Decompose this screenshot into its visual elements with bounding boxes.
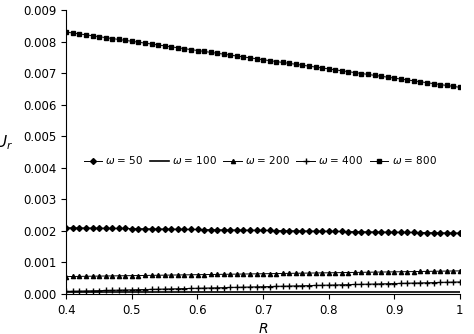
$\omega$ = 200 <box>142 274 148 278</box>
$\omega$ = 200 <box>300 271 305 275</box>
Line: $\omega$ = 800: $\omega$ = 800 <box>64 30 462 90</box>
$\omega$ = 50 <box>273 228 279 232</box>
$\omega$ = 50 <box>201 227 207 231</box>
$\omega$ = 800 <box>457 85 463 89</box>
$\omega$ = 400 <box>273 284 279 288</box>
Line: $\omega$ = 400: $\omega$ = 400 <box>64 279 463 294</box>
$\omega$ = 100 <box>404 290 410 294</box>
$\omega$ = 50 <box>64 226 69 230</box>
$\omega$ = 200 <box>273 272 279 276</box>
$\omega$ = 800 <box>300 63 305 67</box>
Line: $\omega$ = 50: $\omega$ = 50 <box>64 225 462 235</box>
$\omega$ = 800 <box>64 30 69 34</box>
$\omega$ = 400 <box>201 286 207 290</box>
$\omega$ = 200 <box>457 269 463 273</box>
$\omega$ = 50 <box>142 227 148 231</box>
Legend: $\omega$ = 50, $\omega$ = 100, $\omega$ = 200, $\omega$ = 400, $\omega$ = 800: $\omega$ = 50, $\omega$ = 100, $\omega$ … <box>80 150 441 171</box>
$\omega$ = 800 <box>155 43 161 47</box>
$\omega$ = 100 <box>155 290 161 294</box>
$\omega$ = 400 <box>457 280 463 284</box>
Line: $\omega$ = 200: $\omega$ = 200 <box>64 269 462 279</box>
$\omega$ = 50 <box>404 230 410 234</box>
$\omega$ = 50 <box>457 231 463 235</box>
$\omega$ = 50 <box>300 229 305 233</box>
$\omega$ = 800 <box>273 59 279 63</box>
$\omega$ = 200 <box>64 275 69 279</box>
$\omega$ = 400 <box>142 288 148 292</box>
$\omega$ = 100 <box>201 290 207 294</box>
$\omega$ = 100 <box>457 290 463 294</box>
$\omega$ = 200 <box>201 273 207 277</box>
$\omega$ = 100 <box>273 290 279 294</box>
$\omega$ = 100 <box>64 290 69 294</box>
$\omega$ = 800 <box>404 78 410 82</box>
X-axis label: $R$: $R$ <box>258 322 268 334</box>
$\omega$ = 200 <box>404 270 410 274</box>
$\omega$ = 200 <box>155 273 161 277</box>
$\omega$ = 400 <box>404 281 410 285</box>
$\omega$ = 400 <box>155 287 161 291</box>
$\omega$ = 800 <box>142 41 148 45</box>
$\omega$ = 800 <box>201 49 207 53</box>
Y-axis label: $U_r$: $U_r$ <box>0 133 13 152</box>
$\omega$ = 100 <box>142 290 148 294</box>
$\omega$ = 400 <box>300 284 305 288</box>
$\omega$ = 50 <box>155 227 161 231</box>
$\omega$ = 100 <box>300 290 305 294</box>
$\omega$ = 400 <box>64 289 69 293</box>
